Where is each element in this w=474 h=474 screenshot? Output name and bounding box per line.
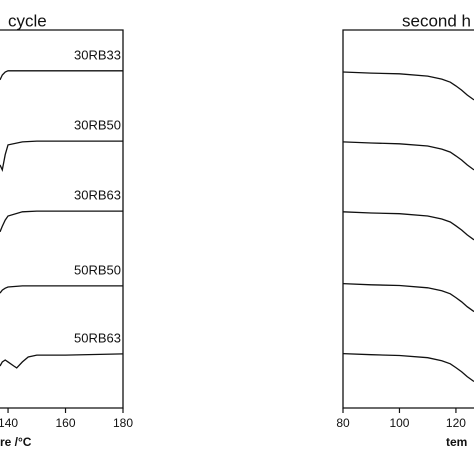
x-tick-label: 100: [389, 416, 409, 430]
left-frame: [0, 29, 124, 409]
x-axis-label: re /°C: [0, 435, 32, 449]
curve: [0, 285, 123, 294]
curve: [342, 211, 474, 241]
curve: [342, 141, 474, 171]
curve-label: 30RB63: [74, 187, 121, 202]
x-tick-label: 160: [56, 416, 76, 430]
curve: [342, 352, 474, 383]
curve: [342, 282, 474, 313]
panel-title: second h: [402, 11, 471, 30]
x-axis-label: tem: [446, 435, 467, 449]
curve: [0, 353, 124, 369]
curve: [0, 210, 123, 233]
panel-title: cycle: [8, 11, 47, 30]
curve: [342, 71, 474, 101]
curve-label: 50RB50: [74, 262, 121, 277]
curve: [0, 70, 123, 81]
x-tick-label: 180: [113, 416, 133, 430]
curve-label: 50RB63: [74, 330, 121, 345]
x-tick-label: 120: [446, 416, 466, 430]
x-tick-label: 140: [0, 416, 18, 430]
x-tick-label: 80: [336, 416, 350, 430]
curve: [0, 140, 123, 173]
curve-label: 30RB50: [74, 118, 121, 133]
right-frame: [342, 29, 474, 409]
curve-label: 30RB33: [74, 47, 121, 62]
